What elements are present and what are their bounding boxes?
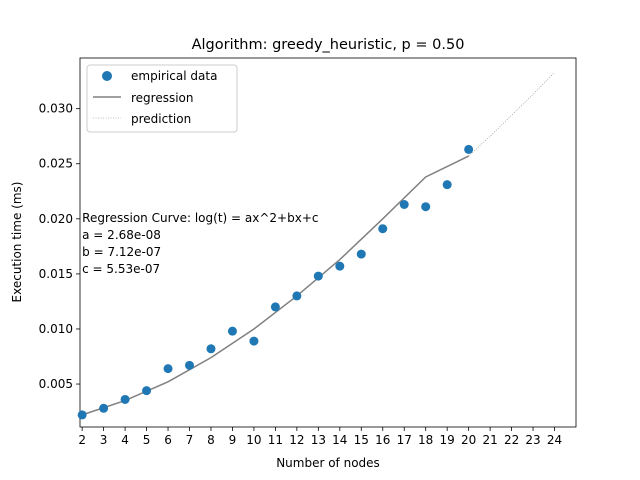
annotation-line: Regression Curve: log(t) = ax^2+bx+c: [82, 211, 318, 225]
legend: empirical data regression prediction: [86, 64, 238, 133]
plot-frame: [79, 57, 577, 428]
x-tick-label: 13: [311, 433, 326, 447]
x-tick-label: 15: [354, 433, 369, 447]
data-point: [99, 403, 109, 413]
y-tick-label: 0.015: [39, 267, 73, 281]
x-tick-label: 17: [397, 433, 412, 447]
data-point: [163, 364, 173, 374]
legend-label-empirical-data: empirical data: [131, 69, 217, 83]
data-point: [464, 144, 474, 154]
data-point: [142, 386, 152, 396]
x-tick-label: 6: [164, 433, 172, 447]
x-tick-label: 5: [143, 433, 151, 447]
x-tick-label: 21: [482, 433, 497, 447]
data-point: [206, 344, 216, 354]
data-point: [185, 360, 195, 370]
x-tick-label: 12: [289, 433, 304, 447]
legend-frame: [86, 64, 238, 133]
data-point: [270, 302, 280, 312]
y-axis-label: Execution time (ms): [10, 182, 24, 303]
data-point: [313, 271, 323, 281]
data-point: [77, 410, 87, 420]
x-tick-label: 4: [121, 433, 129, 447]
data-point: [421, 202, 431, 212]
y-tick-label: 0.030: [39, 102, 73, 116]
x-axis: 2 3 4 5 6 7 8 9 10 11 12 13 14 15 16 17 18 19 20 21 22 23 24: [78, 427, 562, 447]
x-tick-label: 9: [229, 433, 237, 447]
data-point: [399, 199, 409, 209]
x-tick-label: 11: [268, 433, 283, 447]
regression-annotation: Regression Curve: log(t) = ax^2+bx+c a = …: [82, 211, 318, 276]
data-point: [356, 249, 366, 259]
x-tick-label: 19: [440, 433, 455, 447]
x-tick-label: 7: [186, 433, 194, 447]
legend-label-prediction: prediction: [131, 112, 191, 126]
x-tick-label: 10: [246, 433, 261, 447]
legend-marker-empirical-data: [102, 71, 112, 81]
x-tick-label: 23: [525, 433, 540, 447]
y-tick-label: 0.005: [39, 377, 73, 391]
data-point: [249, 336, 259, 346]
x-tick-label: 14: [332, 433, 347, 447]
plot-area: [79, 57, 577, 428]
data-point: [335, 261, 345, 271]
y-tick-label: 0.020: [39, 212, 73, 226]
x-tick-label: 20: [461, 433, 476, 447]
data-point: [120, 394, 130, 404]
x-tick-label: 22: [504, 433, 519, 447]
annotation-line: c = 5.53e-07: [82, 262, 160, 276]
y-tick-label: 0.025: [39, 157, 73, 171]
points-layer: [77, 144, 474, 420]
x-tick-label: 8: [207, 433, 215, 447]
data-point: [442, 180, 452, 190]
x-tick-label: 2: [78, 433, 86, 447]
x-tick-label: 16: [375, 433, 390, 447]
x-tick-label: 24: [547, 433, 562, 447]
x-tick-label: 18: [418, 433, 433, 447]
chart-title: Algorithm: greedy_heuristic, p = 0.50: [192, 37, 465, 53]
x-axis-label: Number of nodes: [276, 456, 380, 470]
data-point: [227, 326, 237, 336]
annotation-line: a = 2.68e-08: [82, 228, 161, 242]
x-tick-label: 3: [100, 433, 108, 447]
y-axis: 0.005 0.010 0.015 0.020 0.025 0.030: [39, 102, 80, 391]
legend-label-regression: regression: [131, 91, 194, 105]
data-point: [378, 224, 388, 234]
y-tick-label: 0.010: [39, 322, 73, 336]
data-point: [292, 291, 302, 301]
annotation-line: b = 7.12e-07: [82, 245, 161, 259]
